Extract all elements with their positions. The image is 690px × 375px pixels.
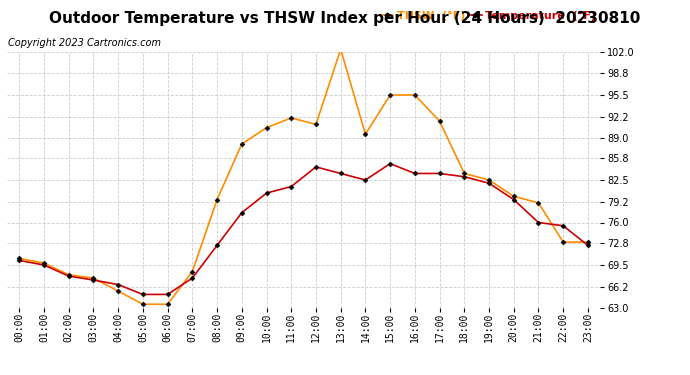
- Legend: THSW  (°F), Temperature  (°F): THSW (°F), Temperature (°F): [375, 7, 600, 26]
- Text: Outdoor Temperature vs THSW Index per Hour (24 Hours)  20230810: Outdoor Temperature vs THSW Index per Ho…: [49, 11, 641, 26]
- Text: Copyright 2023 Cartronics.com: Copyright 2023 Cartronics.com: [8, 38, 161, 48]
